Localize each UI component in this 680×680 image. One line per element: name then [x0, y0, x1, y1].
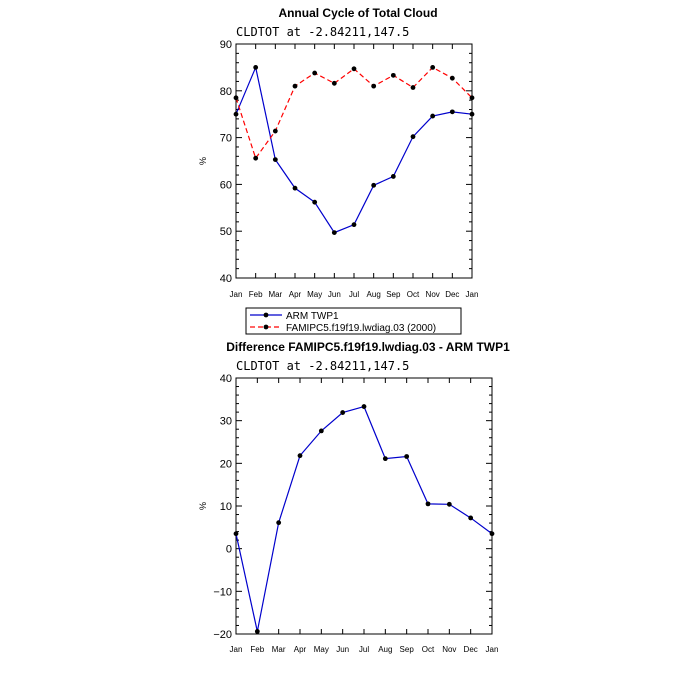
y-tick-label: 30 — [220, 416, 232, 428]
data-point — [430, 65, 436, 70]
data-point — [371, 83, 377, 89]
y-tick-label: 90 — [220, 39, 232, 51]
data-point — [312, 70, 318, 76]
data-point — [489, 531, 495, 537]
data-point — [233, 95, 239, 101]
data-point — [272, 128, 278, 134]
data-point — [469, 95, 475, 101]
data-point — [331, 230, 337, 236]
legend-box — [245, 307, 462, 335]
x-tick-label: Jul — [349, 290, 359, 299]
y-tick-label: 0 — [226, 544, 232, 556]
series-line-2 — [235, 66, 473, 160]
data-point — [390, 72, 396, 78]
x-tick-label: May — [314, 645, 329, 654]
x-tick-label: Nov — [426, 290, 440, 299]
chart-subtitle: CLDTOT at -2.84211,147.5 — [236, 25, 409, 39]
plot-frame — [235, 377, 493, 635]
chart-2: Difference FAMIPC5.f19f19.lwdiag.03 - AR… — [198, 340, 510, 654]
x-tick-label: Jan — [486, 645, 499, 654]
legend-marker — [263, 324, 269, 330]
data-point — [233, 111, 239, 117]
data-point — [390, 174, 396, 179]
plot-frame — [235, 43, 473, 279]
data-point — [449, 109, 455, 115]
data-point — [351, 222, 357, 228]
data-point — [449, 75, 455, 81]
data-point — [254, 629, 260, 634]
data-point — [292, 83, 298, 89]
data-point — [331, 80, 337, 86]
x-tick-label: Jan — [466, 290, 479, 299]
x-tick-label: Oct — [407, 290, 420, 299]
x-tick-label: Jan — [230, 290, 243, 299]
data-point — [371, 182, 377, 188]
y-tick-label: 70 — [220, 133, 232, 145]
x-tick-label: Nov — [442, 645, 456, 654]
y-tick-label: −10 — [213, 586, 232, 598]
data-point — [361, 404, 367, 409]
x-tick-label: Jan — [230, 645, 243, 654]
x-tick-label: Mar — [272, 645, 286, 654]
x-tick-label: Feb — [250, 645, 264, 654]
data-point — [410, 134, 416, 140]
y-axis-label: % — [198, 502, 208, 510]
data-point — [425, 501, 431, 507]
legend-label-1: ARM TWP1 — [286, 311, 339, 322]
x-tick-label: Feb — [249, 290, 263, 299]
data-point — [318, 428, 324, 434]
data-point — [446, 501, 452, 507]
y-axis-label: % — [198, 157, 208, 165]
y-tick-label: −20 — [213, 629, 232, 641]
y-tick-label: 10 — [220, 501, 232, 513]
data-point — [272, 157, 278, 162]
series-line-1 — [235, 65, 473, 234]
series-line-1 — [235, 405, 493, 632]
y-tick-label: 60 — [220, 179, 232, 191]
x-tick-label: Apr — [294, 645, 307, 654]
chart-title: Annual Cycle of Total Cloud — [278, 6, 437, 20]
x-tick-label: Sep — [386, 290, 401, 299]
data-point — [382, 456, 388, 462]
x-tick-label: Sep — [400, 645, 415, 654]
data-point — [297, 453, 303, 459]
y-tick-label: 40 — [220, 373, 232, 385]
data-point — [233, 531, 239, 537]
x-tick-label: Oct — [422, 645, 435, 654]
data-point — [253, 65, 259, 70]
y-tick-label: 80 — [220, 86, 232, 98]
data-point — [404, 454, 410, 459]
x-tick-label: Aug — [378, 645, 392, 654]
data-point — [468, 515, 474, 521]
data-point — [410, 85, 416, 90]
data-point — [340, 410, 346, 415]
x-tick-label: Jul — [359, 645, 369, 654]
chart-title: Difference FAMIPC5.f19f19.lwdiag.03 - AR… — [226, 340, 510, 354]
y-tick-label: 50 — [220, 226, 232, 238]
data-point — [351, 66, 357, 72]
legend-marker — [263, 312, 269, 318]
data-point — [469, 111, 475, 117]
x-tick-label: Aug — [367, 290, 381, 299]
y-tick-label: 20 — [220, 458, 232, 470]
data-point — [312, 199, 318, 205]
x-tick-label: May — [307, 290, 322, 299]
data-point — [253, 155, 259, 161]
x-tick-label: Apr — [289, 290, 302, 299]
legend-label-2: FAMIPC5.f19f19.lwdiag.03 (2000) — [286, 323, 436, 334]
data-point — [430, 113, 436, 119]
chart-1: Annual Cycle of Total Cloud CLDTOT at -2.… — [198, 6, 479, 335]
x-tick-label: Dec — [464, 645, 478, 654]
chart-subtitle: CLDTOT at -2.84211,147.5 — [236, 359, 409, 373]
x-tick-label: Jun — [336, 645, 349, 654]
y-tick-label: 40 — [220, 273, 232, 285]
x-tick-label: Dec — [445, 290, 459, 299]
data-point — [276, 520, 282, 526]
x-tick-label: Jun — [328, 290, 341, 299]
data-point — [292, 185, 298, 191]
x-tick-label: Mar — [268, 290, 282, 299]
